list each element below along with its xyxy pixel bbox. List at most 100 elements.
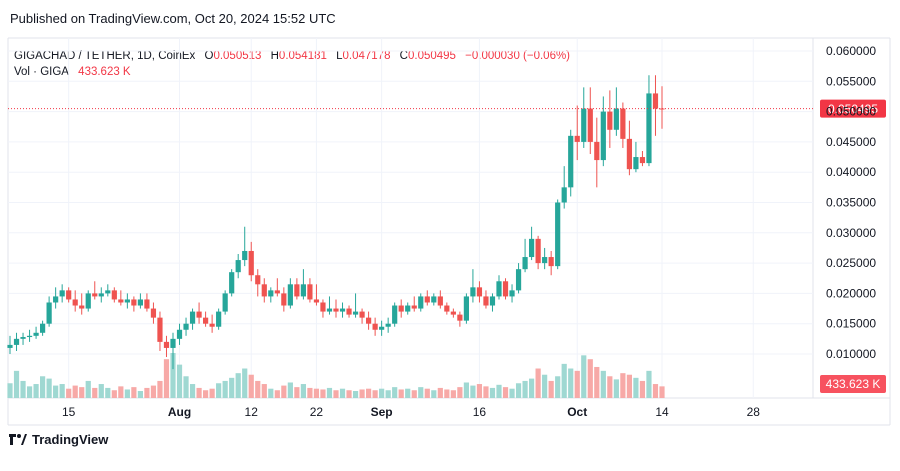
y-tick-label: 0.025000 <box>826 256 876 270</box>
candle-body <box>7 344 13 348</box>
volume-bar <box>548 380 554 398</box>
volume-bar <box>131 387 137 398</box>
volume-bar <box>79 387 85 398</box>
volume-bar <box>255 380 261 398</box>
candle-body <box>326 308 333 312</box>
volume-bar <box>183 376 189 398</box>
candle-body <box>150 308 157 318</box>
volume-bar <box>216 383 222 398</box>
candle-body <box>40 323 46 333</box>
candle-body <box>281 293 287 306</box>
candle-body <box>476 287 483 297</box>
volume-bar <box>46 378 52 398</box>
candle-body <box>222 293 228 312</box>
volume-bar <box>581 355 587 398</box>
volume-bar <box>489 387 496 398</box>
candle-body <box>470 287 476 297</box>
volume-label: Vol · GIGA <box>14 66 69 78</box>
volume-bar <box>209 388 215 398</box>
volume-bar <box>222 380 228 398</box>
x-tick-label: 15 <box>62 405 76 419</box>
candle-body <box>203 317 209 324</box>
candle-body <box>542 257 548 264</box>
candle-body <box>46 302 52 324</box>
candle-body <box>124 299 130 303</box>
volume-bar <box>587 359 593 398</box>
volume-bar <box>509 388 515 398</box>
candle-body <box>176 329 183 339</box>
candle-body <box>352 311 359 315</box>
volume-bar <box>92 387 98 398</box>
volume-bar <box>294 387 300 398</box>
candle-body <box>620 108 626 139</box>
y-tick-label: 0.035000 <box>826 196 876 210</box>
y-tick-label: 0.030000 <box>826 226 876 240</box>
candle-body <box>229 272 235 294</box>
candle-body <box>379 326 385 330</box>
volume-bar <box>555 376 561 398</box>
volume-bar <box>20 380 26 398</box>
volume-bar <box>7 383 13 398</box>
volume-bar <box>196 387 202 398</box>
volume-bar <box>352 391 359 398</box>
candle-body <box>346 308 352 315</box>
candle-body <box>163 341 170 348</box>
volume-bar <box>522 380 528 398</box>
volume-bar <box>470 385 476 398</box>
candle-body <box>33 332 39 336</box>
change-value: −0.000030 (−0.06%) <box>465 50 571 62</box>
volume-bar <box>300 384 306 398</box>
candle-body <box>561 187 567 203</box>
volume-bar <box>639 380 646 398</box>
open-label: O <box>204 50 214 62</box>
candle-body <box>607 111 613 130</box>
low-value: 0.047178 <box>342 50 391 62</box>
volume-bar <box>431 390 437 398</box>
candle-body <box>437 296 443 306</box>
volume-bar <box>483 386 489 398</box>
candle-body <box>131 299 137 306</box>
candle-body <box>502 281 509 297</box>
volume-bar <box>437 387 443 398</box>
x-tick-label: Sep <box>371 405 393 419</box>
volume-bar <box>646 370 652 398</box>
candle-body <box>594 141 600 161</box>
volume-bar <box>242 368 248 398</box>
volume-bar <box>137 391 143 398</box>
candle-body <box>509 290 515 297</box>
y-tick-label: 0.045000 <box>826 135 876 149</box>
time-axis: 15 Aug 12 22 Sep 16 Oct 14 28 <box>62 405 760 419</box>
candle-body <box>248 250 254 276</box>
tradingview-logo-icon <box>9 434 27 445</box>
candle-body <box>555 202 561 267</box>
candle-body <box>287 284 293 306</box>
volume-bar <box>476 384 483 398</box>
candle-body <box>405 305 411 312</box>
volume-bar <box>385 390 391 398</box>
candle-body <box>548 257 554 267</box>
candle-body <box>463 296 469 321</box>
x-tick-label: 14 <box>655 405 669 419</box>
candle-body <box>529 238 535 258</box>
volume-bar <box>26 386 33 398</box>
volume-bar <box>189 384 196 398</box>
volume-bar <box>176 364 183 398</box>
price-axis: 0.060000 0.055000 0.050000 0.045000 0.040000… <box>826 44 876 361</box>
candle-body <box>431 296 437 303</box>
candle-body <box>418 296 424 309</box>
candle-body <box>626 138 632 170</box>
candle-body <box>255 275 261 285</box>
volume-bar <box>157 380 163 398</box>
volume-bar <box>574 370 580 398</box>
volume-bar <box>40 376 46 398</box>
volume-bar <box>463 382 469 398</box>
candle-body <box>170 338 176 348</box>
y-tick-label: 0.010000 <box>826 347 876 361</box>
candle-body <box>633 157 639 170</box>
candle-body <box>320 302 326 312</box>
y-tick-label: 0.050000 <box>826 105 876 119</box>
volume-bar <box>372 390 378 398</box>
volume-bar <box>502 387 509 398</box>
volume-bar <box>53 385 59 398</box>
